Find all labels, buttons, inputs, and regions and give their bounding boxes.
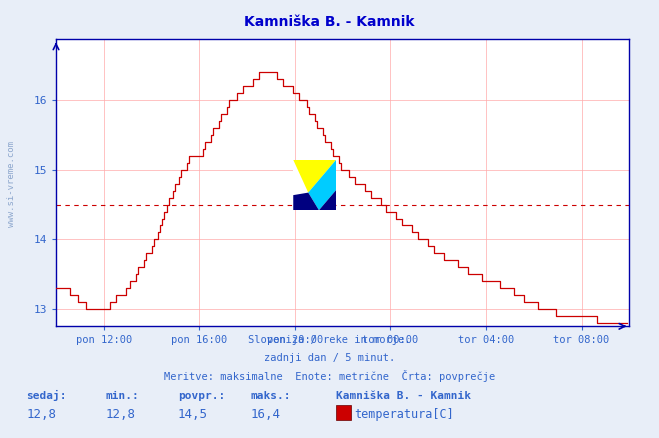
Text: Slovenija / reke in morje.: Slovenija / reke in morje. <box>248 335 411 345</box>
Text: temperatura[C]: temperatura[C] <box>355 408 454 421</box>
Text: Kamniška B. - Kamnik: Kamniška B. - Kamnik <box>244 15 415 29</box>
Text: povpr.:: povpr.: <box>178 391 225 401</box>
Text: 14,5: 14,5 <box>178 408 208 421</box>
Polygon shape <box>308 160 336 210</box>
Text: sedaj:: sedaj: <box>26 389 67 401</box>
Text: 12,8: 12,8 <box>105 408 136 421</box>
Text: Kamniška B. - Kamnik: Kamniška B. - Kamnik <box>336 391 471 401</box>
Text: maks.:: maks.: <box>250 391 291 401</box>
Text: 16,4: 16,4 <box>250 408 281 421</box>
Text: min.:: min.: <box>105 391 139 401</box>
Text: 12,8: 12,8 <box>26 408 57 421</box>
Text: www.si-vreme.com: www.si-vreme.com <box>7 141 16 227</box>
Polygon shape <box>293 160 336 193</box>
Text: zadnji dan / 5 minut.: zadnji dan / 5 minut. <box>264 353 395 363</box>
Polygon shape <box>293 193 319 210</box>
Polygon shape <box>319 190 336 210</box>
Text: Meritve: maksimalne  Enote: metrične  Črta: povprečje: Meritve: maksimalne Enote: metrične Črta… <box>164 370 495 382</box>
